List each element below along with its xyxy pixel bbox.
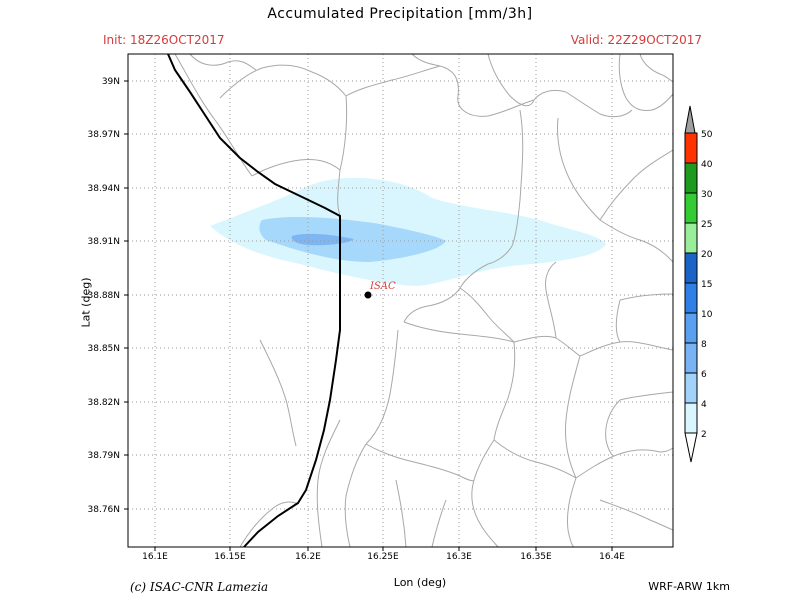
colorbar-swatch-bottom-arrow bbox=[684, 432, 698, 463]
y-tick-label: 38.85N bbox=[88, 344, 121, 354]
colorbar-label: 10 bbox=[701, 310, 713, 320]
colorbar-swatch bbox=[684, 312, 698, 344]
colorbar-labels: 50 40 30 25 20 15 10 8 6 4 2 bbox=[701, 130, 713, 440]
colorbar-label: 15 bbox=[701, 280, 712, 290]
valid-time: Valid: 22Z29OCT2017 bbox=[570, 33, 702, 47]
y-tick-label: 38.79N bbox=[88, 451, 121, 461]
precip-area-6mm bbox=[291, 233, 354, 246]
x-tick-labels: 16.1E 16.15E 16.2E 16.25E 16.3E 16.35E 1… bbox=[142, 552, 625, 562]
colorbar-swatch bbox=[684, 162, 698, 194]
colorbar-label: 6 bbox=[701, 370, 707, 380]
colorbar-swatch bbox=[684, 222, 698, 254]
colorbar-swatch bbox=[684, 372, 698, 404]
init-time: Init: 18Z26OCT2017 bbox=[103, 33, 225, 47]
y-tick-label: 38.88N bbox=[88, 291, 121, 301]
x-tick-label: 16.15E bbox=[214, 552, 246, 562]
plot-area bbox=[128, 54, 673, 547]
colorbar-label: 20 bbox=[701, 250, 713, 260]
colorbar-label: 4 bbox=[701, 400, 707, 410]
colorbar-swatch bbox=[684, 192, 698, 224]
colorbar-swatch-top-arrow bbox=[684, 105, 696, 134]
colorbar-swatch bbox=[684, 252, 698, 284]
colorbar-label: 40 bbox=[701, 160, 713, 170]
colorbar-label: 25 bbox=[701, 220, 712, 230]
tick-marks bbox=[124, 80, 613, 551]
y-tick-label: 38.82N bbox=[88, 398, 121, 408]
x-axis-label: Lon (deg) bbox=[393, 576, 447, 589]
precipitation-contours bbox=[210, 177, 606, 286]
y-tick-label: 38.91N bbox=[88, 237, 121, 247]
station-marker bbox=[364, 291, 372, 299]
colorbar-swatch bbox=[684, 282, 698, 314]
model-label: WRF-ARW 1km bbox=[648, 580, 730, 593]
plot-frame bbox=[127, 53, 674, 548]
y-tick-label: 38.94N bbox=[88, 184, 121, 194]
x-tick-label: 16.1E bbox=[142, 552, 168, 562]
y-tick-labels: 39N 38.97N 38.94N 38.91N 38.88N 38.85N 3… bbox=[88, 77, 121, 515]
map-title: Accumulated Precipitation [mm/3h] bbox=[267, 6, 533, 22]
colorbar bbox=[684, 105, 698, 463]
y-axis-label: Lat (deg) bbox=[79, 277, 93, 328]
colorbar-swatch bbox=[684, 132, 698, 164]
coastline bbox=[167, 53, 341, 548]
colorbar-swatch bbox=[684, 342, 698, 374]
colorbar-label: 2 bbox=[701, 430, 707, 440]
x-tick-label: 16.25E bbox=[367, 552, 399, 562]
x-tick-label: 16.3E bbox=[446, 552, 472, 562]
y-tick-label: 38.76N bbox=[88, 505, 121, 515]
credit-text: (c) ISAC-CNR Lamezia bbox=[130, 580, 269, 594]
colorbar-label: 30 bbox=[701, 190, 713, 200]
gridlines bbox=[128, 54, 673, 547]
x-tick-label: 16.4E bbox=[599, 552, 625, 562]
colorbar-label: 8 bbox=[701, 340, 707, 350]
y-tick-label: 38.97N bbox=[88, 130, 121, 140]
y-tick-label: 39N bbox=[102, 77, 120, 87]
station-label: ISAC bbox=[369, 281, 396, 292]
x-tick-label: 16.35E bbox=[520, 552, 552, 562]
colorbar-swatch bbox=[684, 402, 698, 434]
x-tick-label: 16.2E bbox=[295, 552, 321, 562]
municipal-boundaries bbox=[174, 53, 674, 548]
colorbar-label: 50 bbox=[701, 130, 713, 140]
